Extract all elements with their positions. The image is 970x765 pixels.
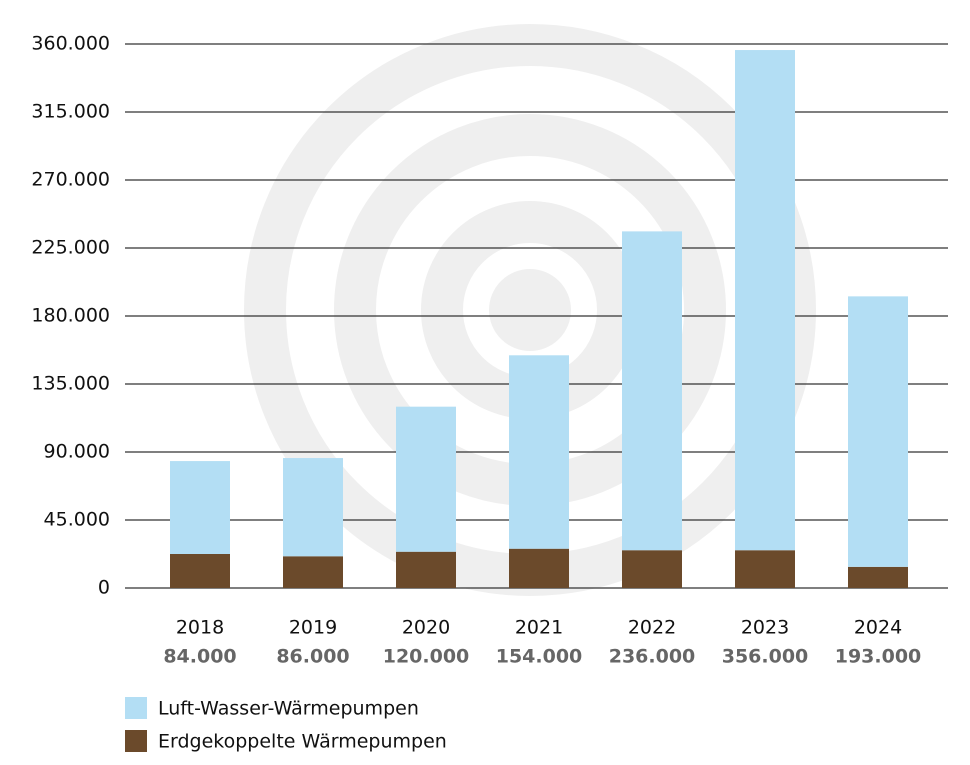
- y-tick-label: 315.000: [31, 101, 110, 123]
- y-tick-label: 135.000: [31, 373, 110, 395]
- bar-segment: [170, 554, 230, 588]
- y-tick-label: 225.000: [31, 237, 110, 259]
- total-label: 356.000: [722, 646, 809, 668]
- bar-segment: [622, 550, 682, 588]
- x-tick-label: 2022: [628, 617, 676, 639]
- bar-segment: [735, 550, 795, 588]
- x-tick-label: 2020: [402, 617, 450, 639]
- y-tick-label: 270.000: [31, 169, 110, 191]
- total-label: 154.000: [496, 646, 583, 668]
- bar-segment: [735, 50, 795, 551]
- y-tick-label: 360.000: [31, 33, 110, 55]
- legend-label: Luft-Wasser-Wärmepumpen: [158, 698, 419, 720]
- total-label: 86.000: [276, 646, 349, 668]
- total-label: 120.000: [383, 646, 470, 668]
- x-tick-label: 2023: [741, 617, 789, 639]
- x-tick-label: 2024: [854, 617, 902, 639]
- total-label: 236.000: [609, 646, 696, 668]
- bar-segment: [396, 551, 456, 588]
- legend-swatch: [125, 697, 147, 719]
- bar-segment: [283, 556, 343, 588]
- x-tick-label: 2019: [289, 617, 337, 639]
- bar-segment: [283, 458, 343, 557]
- total-label: 193.000: [835, 646, 922, 668]
- y-tick-label: 90.000: [44, 441, 110, 463]
- bar-segment: [848, 566, 908, 588]
- y-tick-label: 0: [98, 577, 110, 599]
- bar-segment: [509, 355, 569, 549]
- y-tick-label: 45.000: [44, 509, 110, 531]
- bar-segment: [170, 461, 230, 554]
- x-tick-label: 2021: [515, 617, 563, 639]
- legend-swatch: [125, 730, 147, 752]
- bar-segment: [396, 406, 456, 552]
- y-tick-label: 180.000: [31, 305, 110, 327]
- bar-segment: [622, 231, 682, 551]
- bar-segment: [509, 548, 569, 588]
- bar-segment: [848, 296, 908, 567]
- legend-label: Erdgekoppelte Wärmepumpen: [158, 731, 447, 753]
- total-label: 84.000: [163, 646, 236, 668]
- x-tick-label: 2018: [176, 617, 224, 639]
